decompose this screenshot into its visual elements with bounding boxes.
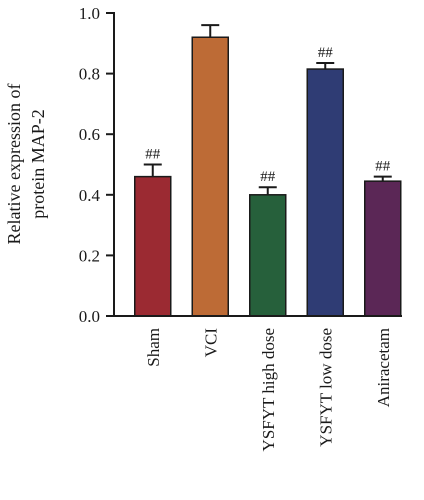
y-tick-label: 0.6	[79, 125, 100, 144]
bar	[191, 36, 229, 317]
y-tick-label: 0.8	[79, 65, 100, 84]
x-category-label: YSFYT low dose	[316, 328, 335, 447]
significance-label: ##	[145, 147, 161, 163]
x-category-label: Aniracetam	[374, 328, 393, 407]
bar	[134, 175, 172, 317]
x-category-label: Sham	[144, 328, 163, 367]
y-axis-ticks: 0.0 0.2 0.4 0.6 0.8 1.0	[79, 4, 114, 326]
y-tick-label: 1.0	[79, 4, 100, 23]
y-tick-label: 0.2	[79, 246, 100, 265]
y-axis-label-line-1: Relative expression of	[4, 84, 24, 245]
significance-label: ##	[375, 159, 391, 175]
y-tick-label: 0.4	[79, 186, 101, 205]
error-bar	[373, 175, 392, 182]
bar	[306, 68, 344, 317]
significance-label: ##	[318, 45, 334, 61]
significance-label: ##	[260, 169, 276, 185]
y-axis-label-line-2: protein MAP-2	[28, 109, 48, 219]
error-bar	[201, 24, 220, 38]
bars: ## ## ## ##	[134, 24, 402, 317]
x-category-label: YSFYT high dose	[259, 328, 278, 451]
error-bar	[143, 163, 162, 177]
y-tick-label: 0.0	[79, 307, 100, 326]
bar	[364, 180, 402, 317]
x-axis-category-labels: Sham VCI YSFYT high dose YSFYT low dose Anir…	[144, 328, 393, 452]
bar	[249, 194, 287, 317]
error-bar	[316, 61, 335, 70]
y-axis-label: Relative expression of protein MAP-2	[4, 84, 48, 245]
x-category-label: VCI	[201, 328, 220, 358]
axes	[113, 12, 402, 317]
error-bar	[258, 186, 277, 195]
